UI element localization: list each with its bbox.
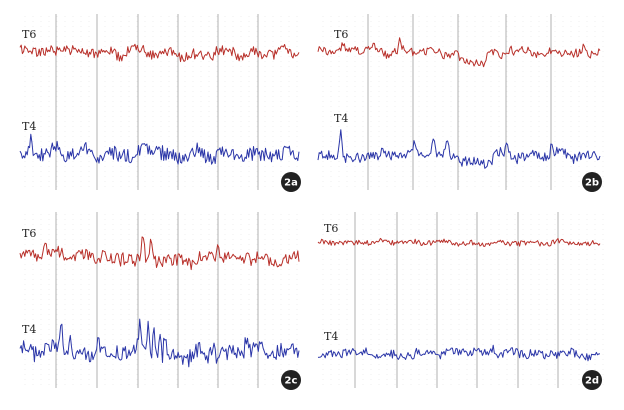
trace-t4: [317, 344, 600, 362]
panel-badge-label: 2a: [284, 178, 298, 189]
trace-t4: [19, 318, 300, 368]
channel-label-t6: T6: [324, 222, 338, 235]
trace-t4: [19, 133, 300, 165]
channel-label-t6: T6: [22, 28, 36, 41]
panel-badge-label: 2d: [585, 376, 599, 387]
trace-t4: [317, 129, 601, 169]
panel-badge: [582, 172, 602, 192]
channel-label-t4: T4: [324, 330, 338, 343]
panel-2a: T6 T4 2a: [19, 14, 301, 192]
channel-label-t6: T6: [334, 28, 348, 41]
panel-badge-label: 2c: [285, 376, 298, 387]
panel-badge: [582, 370, 602, 390]
panel-badge-label: 2b: [585, 178, 599, 189]
trace-t6: [19, 43, 300, 63]
panel-2b: T6 T4 2b: [317, 14, 604, 192]
panel-badge: [281, 172, 301, 192]
channel-label-t6: T6: [22, 227, 36, 240]
trace-t6: [317, 37, 601, 68]
trace-t6: [317, 237, 601, 247]
channel-label-t4: T4: [22, 120, 36, 133]
panel-2d: T6 T4 2d: [317, 212, 604, 390]
channel-label-t4: T4: [334, 112, 348, 125]
channel-label-t4: T4: [22, 323, 36, 336]
panel-badge: [281, 370, 301, 390]
trace-t6: [19, 236, 300, 271]
panel-2c: T6 T4 2c: [19, 212, 301, 390]
